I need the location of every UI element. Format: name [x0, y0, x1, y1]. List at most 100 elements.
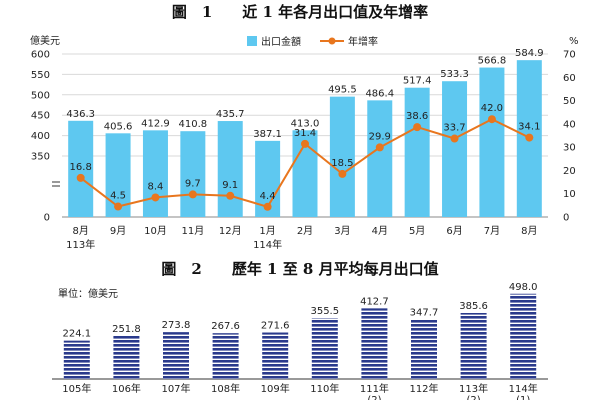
- legend-line-label: 年增率: [348, 35, 378, 48]
- chart2-bar: [510, 293, 537, 379]
- chart1-x-label: 8月: [521, 225, 537, 237]
- chart1-bar-label: 566.8: [478, 56, 507, 67]
- chart1-growth-label: 4.4: [260, 191, 276, 202]
- chart2-bar: [163, 332, 189, 379]
- chart1-title: 圖 1 近 1 年各月出口值及年增率: [172, 3, 428, 21]
- chart1-bar-label: 533.3: [440, 69, 469, 80]
- chart2-bar: [361, 308, 388, 379]
- chart2-bar: [262, 332, 289, 379]
- chart2-x-label: 113年: [459, 382, 488, 395]
- chart1-x-sublabel: 114年: [253, 238, 282, 251]
- chart2-bars: [52, 293, 548, 380]
- chart1-x-label: 11月: [181, 225, 204, 237]
- chart1-growth-label: 42.0: [481, 103, 503, 114]
- chart1-x-label: 1月: [259, 225, 275, 237]
- chart1-right-axis: 70 60 50 40 30 20 10 0: [563, 50, 576, 224]
- chart1-growth-point: [338, 169, 347, 178]
- chart1-bar: [367, 100, 393, 217]
- chart-monthly-exports: 圖 1 近 1 年各月出口值及年增率 億美元 % 出口金額 年增率 600550…: [30, 3, 579, 251]
- chart1-growth-points: [76, 115, 534, 211]
- chart1-x-label: 3月: [334, 225, 350, 237]
- chart1-x-label: 10月: [144, 225, 167, 237]
- chart1-axis-break: [52, 181, 60, 187]
- chart1-bar-label: 486.4: [365, 88, 394, 99]
- chart1-growth-label: 34.1: [518, 122, 540, 133]
- legend-bar-label: 出口金額: [261, 35, 301, 48]
- chart1-growth-point: [487, 115, 496, 124]
- chart1-bar: [329, 96, 355, 217]
- chart1-bar-label: 413.0: [291, 118, 320, 129]
- chart1-legend: 出口金額 年增率: [247, 35, 378, 48]
- chart1-growth-point: [76, 173, 85, 182]
- chart1-growth-point: [188, 190, 197, 199]
- chart1-x-label: 7月: [484, 225, 500, 237]
- chart2-bar: [113, 335, 140, 379]
- chart1-growth-label: 4.5: [110, 191, 126, 202]
- chart2-bar: [311, 318, 338, 379]
- chart1-growth-label: 29.9: [369, 131, 391, 142]
- chart1-growth-point: [114, 202, 123, 211]
- chart1-left-tick: 500: [31, 90, 50, 101]
- chart2-x-label: 108年: [211, 382, 240, 395]
- chart1-growth-point: [151, 193, 160, 202]
- chart1-bars: [68, 60, 542, 218]
- chart1-bar-label: 387.1: [253, 129, 282, 140]
- chart1-x-label: 5月: [409, 225, 425, 237]
- chart2-x-label: 109年: [261, 382, 290, 395]
- chart2-x-sublabel: (1): [516, 395, 530, 400]
- chart2-title: 圖 2 歷年 1 至 8 月平均每月出口值: [161, 260, 438, 278]
- chart1-bar: [142, 130, 168, 217]
- chart1-x-label: 4月: [372, 225, 388, 237]
- legend-line-marker: [328, 37, 336, 45]
- chart2-bar-label: 271.6: [261, 321, 290, 332]
- chart2-x-sublabel: (2): [467, 395, 481, 400]
- chart2-bar-label: 385.6: [459, 301, 488, 312]
- chart1-bar-label: 412.9: [141, 118, 170, 129]
- chart1-x-label: 8月: [73, 225, 89, 237]
- legend-bar-swatch: [247, 36, 257, 46]
- chart1-growth-label: 38.6: [406, 111, 428, 122]
- chart2-x-sublabel: (2): [367, 395, 381, 400]
- chart1-left-tick: 0: [44, 213, 50, 224]
- chart1-x-label: 6月: [446, 225, 462, 237]
- chart1-x-label: 2月: [297, 225, 313, 237]
- chart1-x-label: 9月: [110, 225, 126, 237]
- chart-annual-average: 圖 2 歷年 1 至 8 月平均每月出口值 單位：億美元 224.1 251.8 2…: [52, 260, 548, 400]
- chart1-growth-labels: 16.8 4.5 8.4 9.7 9.1 4.4 31.4 18.5 29.9 38.6 33.7 4…: [70, 103, 541, 202]
- chart1-growth-label: 31.4: [294, 128, 316, 139]
- chart2-bar: [63, 340, 90, 379]
- chart2-bar: [460, 313, 487, 379]
- chart2-bar-label: 267.6: [211, 321, 240, 332]
- chart2-x-label: 105年: [62, 382, 91, 395]
- chart1-right-tick: 40: [563, 119, 576, 130]
- chart2-x-label: 111年: [360, 382, 389, 395]
- chart2-bar-label: 224.1: [62, 329, 91, 340]
- chart1-growth-point: [263, 202, 272, 211]
- chart1-growth-point: [450, 134, 459, 143]
- chart2-bar-label: 273.8: [162, 320, 191, 331]
- chart1-bar: [442, 81, 468, 218]
- chart2-x-axis: 105年106年107年108年109年110年111年(2)112年113年(…: [62, 382, 537, 400]
- chart1-bar-labels: 436.3 405.6 412.9 410.8 435.7 387.1 413.0 495.5…: [66, 48, 543, 140]
- chart2-x-label: 107年: [161, 382, 190, 395]
- chart1-x-sublabel: 113年: [66, 238, 95, 251]
- chart1-bar: [479, 67, 505, 218]
- chart1-x-label: 12月: [219, 225, 242, 237]
- chart2-bar: [212, 333, 239, 379]
- chart1-left-tick: 350: [31, 152, 50, 163]
- chart1-right-tick: 10: [563, 189, 576, 200]
- chart1-bar-label: 435.7: [216, 109, 245, 120]
- chart1-left-tick: 450: [31, 111, 50, 122]
- chart1-bar: [404, 87, 430, 217]
- chart1-bar-label: 495.5: [328, 85, 357, 96]
- chart2-bar: [411, 319, 437, 379]
- chart1-growth-point: [226, 191, 235, 200]
- chart1-bar-label: 436.3: [66, 109, 95, 120]
- chart2-x-label: 112年: [409, 382, 438, 395]
- chart1-right-tick: 0: [563, 213, 569, 224]
- chart1-bar-label: 410.8: [179, 119, 208, 130]
- chart2-bar-labels: 224.1 251.8 273.8 267.6 271.6 355.5 412.7 347.7…: [62, 282, 537, 340]
- chart2-x-label: 110年: [310, 382, 339, 395]
